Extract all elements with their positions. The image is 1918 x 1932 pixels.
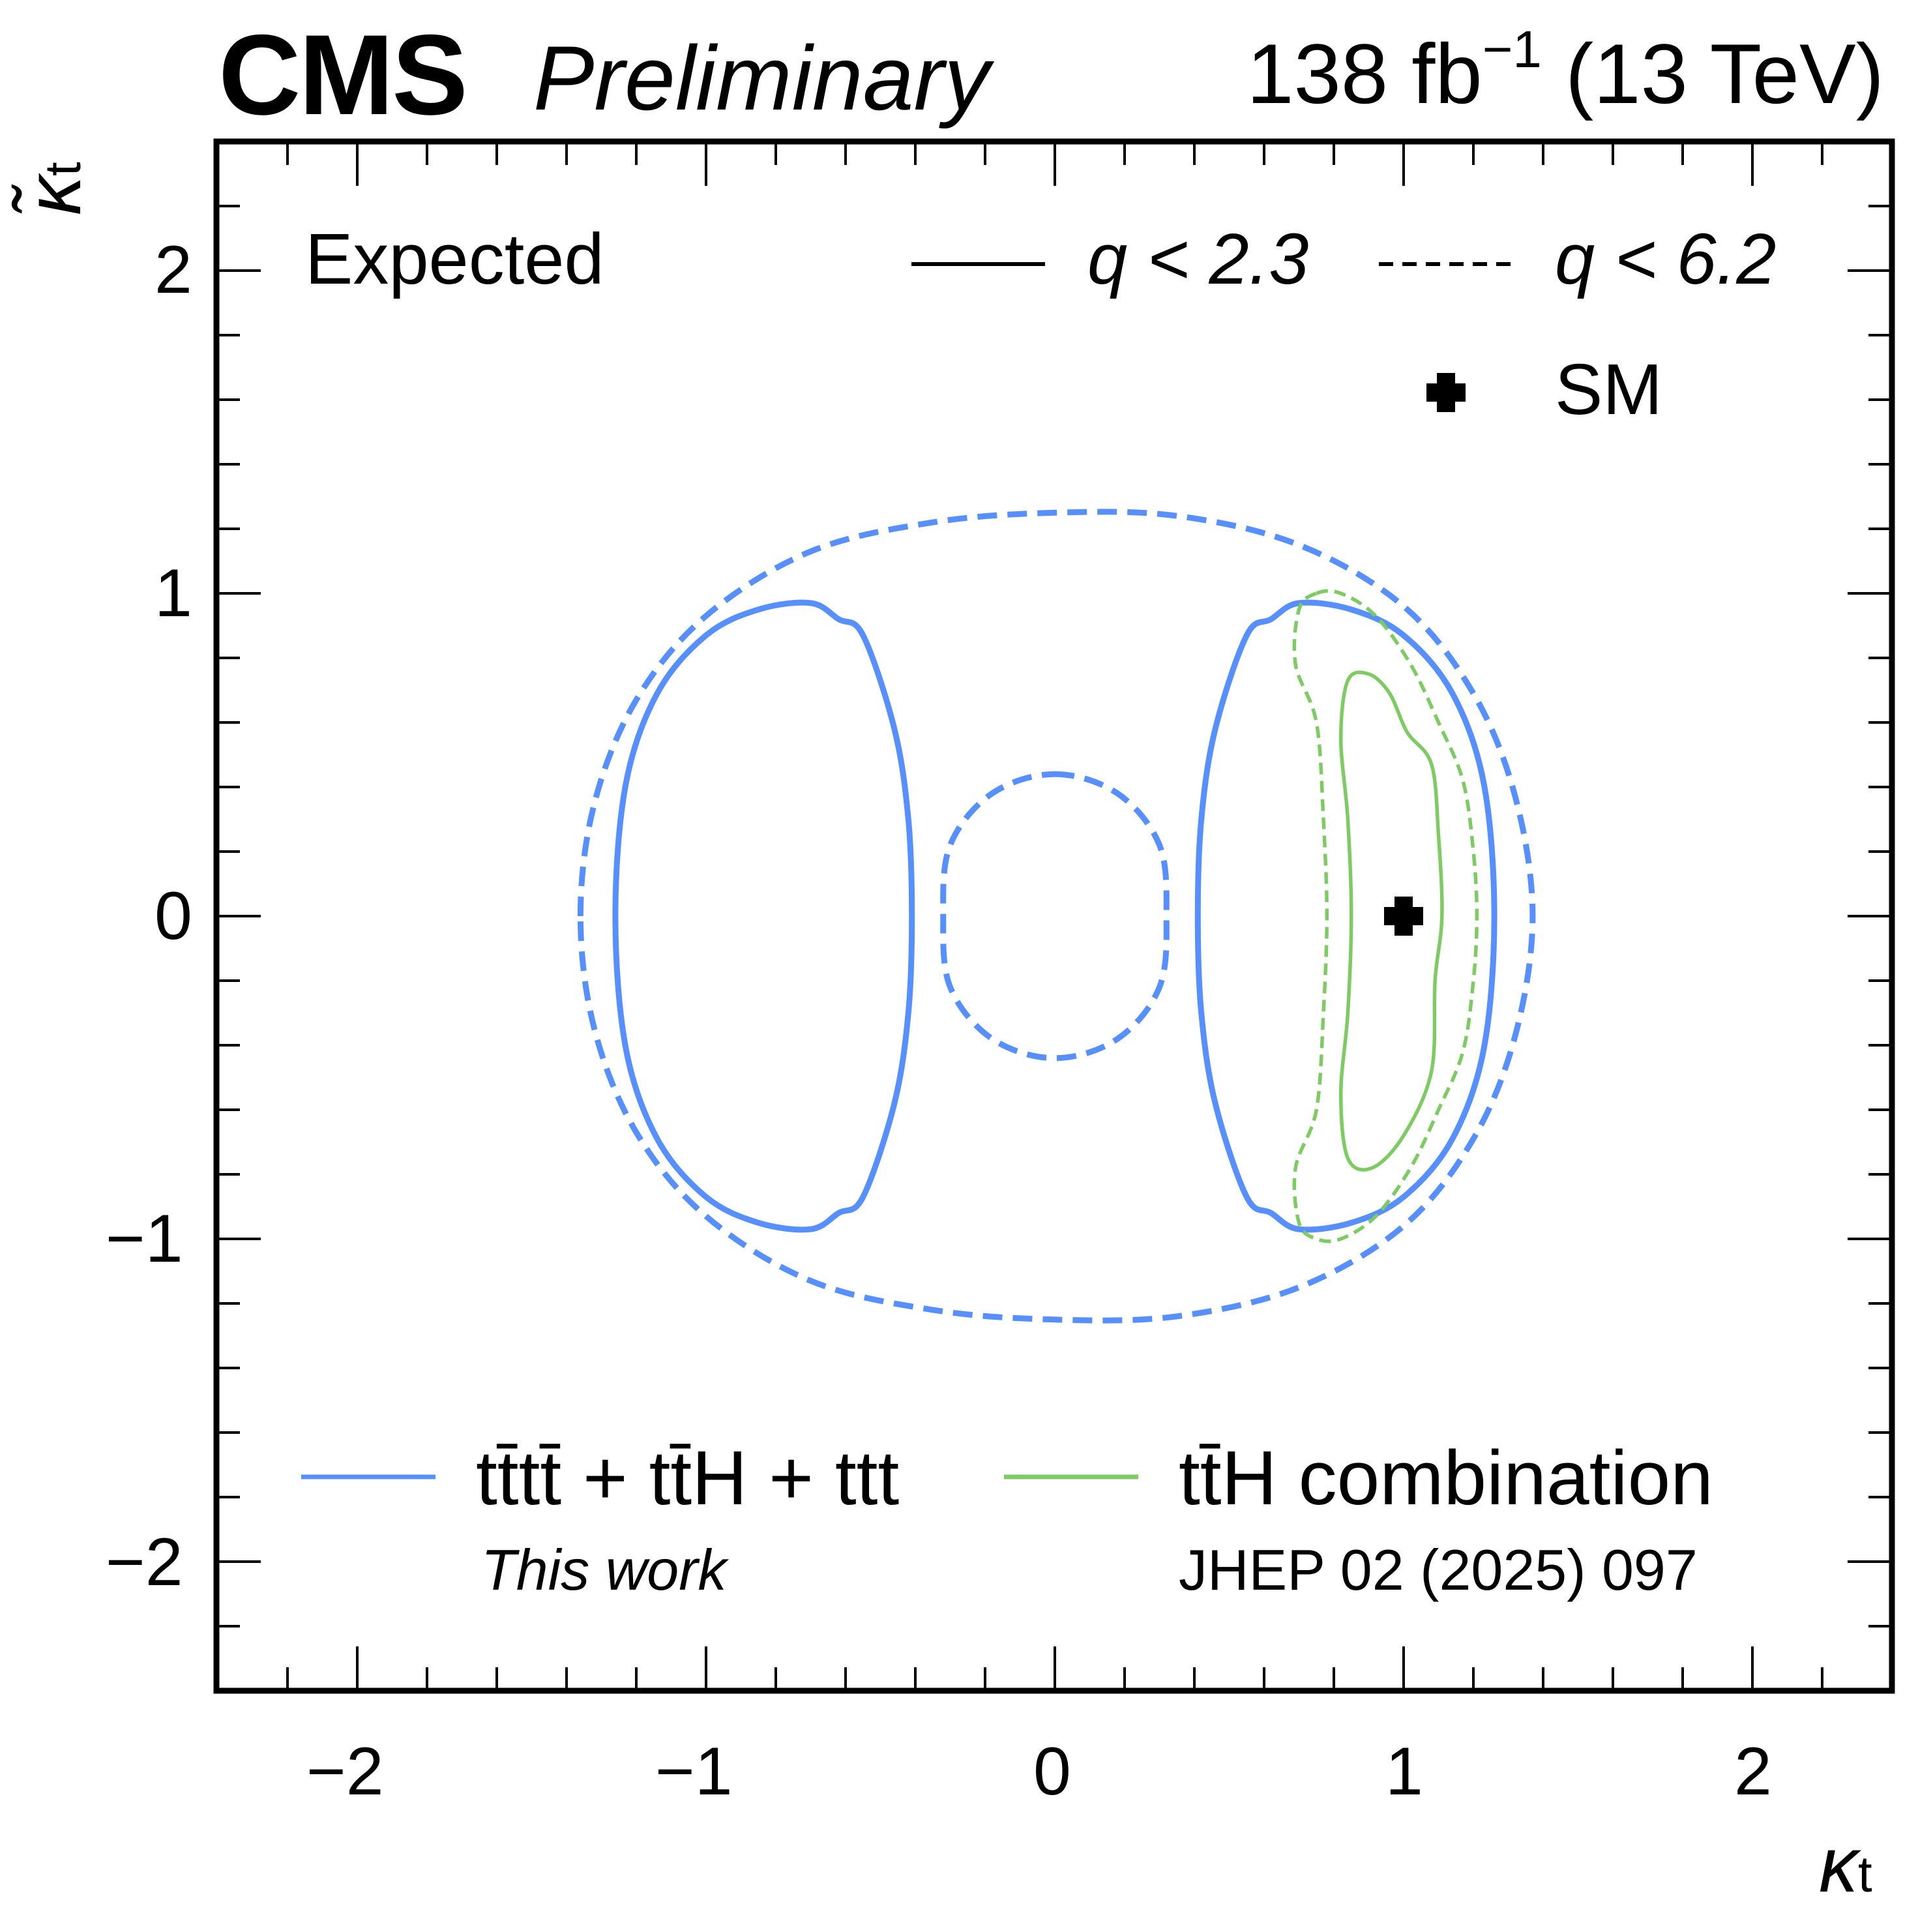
contour-layer	[577, 509, 1536, 1324]
y-tick-label: −2	[106, 1524, 183, 1600]
energy-label: (13 TeV)	[1565, 26, 1884, 121]
green-contour-solid	[1338, 670, 1444, 1172]
experiment-label: CMS	[218, 12, 468, 139]
legend-blue-label: tt̄tt̄ + tt̄H + ttt	[476, 1435, 900, 1521]
sm-point-marker	[1384, 897, 1423, 936]
x-tick-label: 0	[1033, 1734, 1071, 1809]
x-tick-label: −2	[306, 1734, 384, 1809]
green-contour-dashed	[1292, 589, 1479, 1243]
luminosity-label: 138 fb−1 (13 TeV)	[1247, 23, 1884, 117]
blue-contour-solid	[1194, 599, 1498, 1233]
minor-ticks	[216, 141, 1892, 1691]
y-axis-label: κ̃t	[10, 162, 97, 215]
x-axis-label-sub: t	[1858, 1845, 1872, 1903]
legend-blue-subtitle: This work	[481, 1538, 727, 1602]
x-tick-label: 2	[1734, 1734, 1772, 1809]
annotation-expected: Expected	[305, 219, 604, 299]
y-tick-label: −1	[106, 1201, 183, 1277]
legend-green-label: tt̄H combination	[1179, 1435, 1713, 1521]
plot-frame	[213, 138, 1895, 1694]
x-tick-label: 1	[1385, 1734, 1423, 1809]
luminosity-value: 138 fb	[1247, 26, 1483, 121]
luminosity-exponent: −1	[1482, 20, 1542, 78]
x-tick-label: −1	[655, 1734, 733, 1809]
major-ticks	[216, 141, 1892, 1691]
legend-dashed-label: q < 6.2	[1555, 219, 1777, 299]
legend-green-subtitle: JHEP 02 (2025) 097	[1179, 1538, 1698, 1602]
blue-contour-dashed	[940, 771, 1170, 1062]
legend-solid-label: q < 2.3	[1087, 219, 1309, 299]
blue-contour-dashed	[577, 509, 1536, 1324]
y-tick-label: 1	[155, 556, 192, 631]
y-axis-label-sub: t	[34, 162, 91, 176]
x-axis-label: κt	[1819, 1821, 1872, 1909]
y-tick-label: 2	[155, 232, 192, 308]
status-label: Preliminary	[533, 27, 990, 129]
y-tick-label: 0	[155, 878, 192, 954]
legend-sm-marker	[1426, 373, 1466, 412]
legend-sm-label: SM	[1555, 349, 1662, 430]
sm-marker-layer	[1384, 897, 1423, 936]
blue-contour-solid	[612, 599, 915, 1233]
